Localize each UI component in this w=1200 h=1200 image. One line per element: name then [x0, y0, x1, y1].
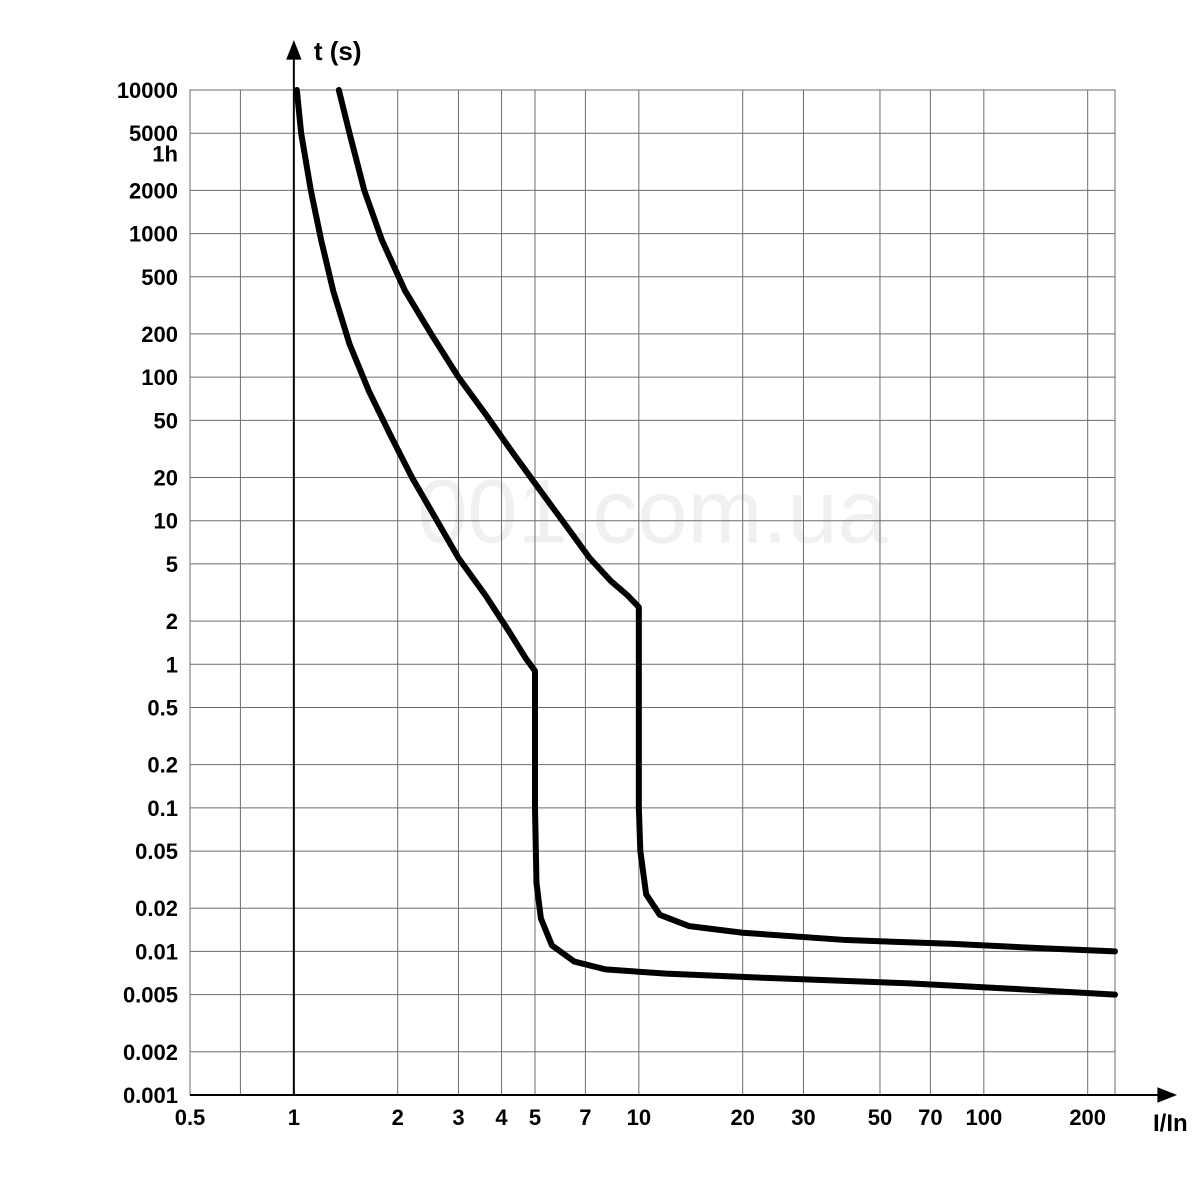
x-axis-title: I/In	[1153, 1110, 1188, 1137]
y-tick-label: 0.01	[135, 939, 178, 964]
y-tick-label: 1	[166, 652, 178, 677]
y-tick-label: 10000	[117, 78, 178, 103]
y-tick-label: 0.005	[123, 983, 178, 1008]
y-tick-label: 2000	[129, 178, 178, 203]
x-tick-label: 50	[868, 1105, 892, 1130]
y-tick-label: 0.001	[123, 1083, 178, 1108]
x-tick-label: 0.5	[175, 1105, 206, 1130]
y-tick-label: 0.2	[147, 753, 178, 778]
y-tick-label: 0.1	[147, 796, 178, 821]
x-tick-label: 20	[730, 1105, 754, 1130]
x-tick-label: 5	[529, 1105, 541, 1130]
y-tick-label: 0.002	[123, 1040, 178, 1065]
y-axis-title: t (s)	[314, 36, 362, 66]
y-tick-label: 5000	[129, 121, 178, 146]
x-tick-label: 200	[1069, 1105, 1106, 1130]
y-tick-label: 5	[166, 552, 178, 577]
x-tick-label: 70	[918, 1105, 942, 1130]
x-tick-label: 4	[495, 1105, 508, 1130]
y-tick-label: 10	[154, 509, 178, 534]
x-tick-label: 2	[392, 1105, 404, 1130]
y-tick-label: 100	[141, 365, 178, 390]
y-tick-label: 2	[166, 609, 178, 634]
y-tick-label: 0.02	[135, 896, 178, 921]
y-tick-label: 0.05	[135, 839, 178, 864]
x-tick-label: 3	[452, 1105, 464, 1130]
y-tick-label: 200	[141, 322, 178, 347]
y-tick-label: 20	[154, 465, 178, 490]
x-tick-label: 7	[579, 1105, 591, 1130]
trip-curve-chart: 001.com.uat (s)I/In0.5123457102030507010…	[0, 0, 1200, 1200]
y-tick-label: 0.5	[147, 696, 178, 721]
x-tick-label: 1	[288, 1105, 300, 1130]
x-tick-label: 10	[627, 1105, 651, 1130]
x-tick-label: 30	[791, 1105, 815, 1130]
x-tick-label: 100	[965, 1105, 1002, 1130]
y-tick-label: 50	[154, 408, 178, 433]
chart-bg	[0, 0, 1200, 1200]
y-tick-label: 1000	[129, 222, 178, 247]
y-tick-label: 500	[141, 265, 178, 290]
